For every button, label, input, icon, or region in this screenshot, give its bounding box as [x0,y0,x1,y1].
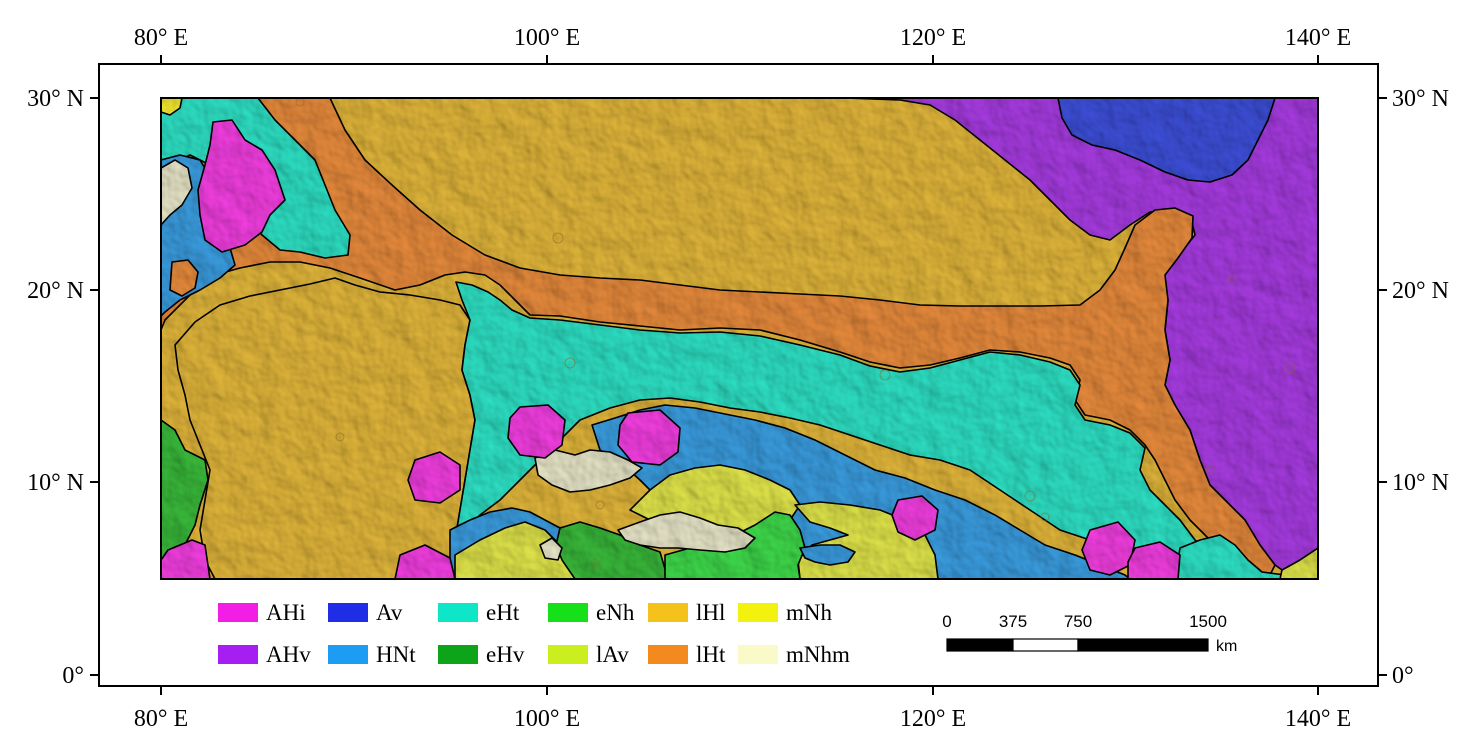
legend: AHi Av eHt eNh lHl mNh AHv HNt eHv lAv lHt mNhm [218,600,850,667]
top-tick-100e: 100° E [514,25,580,51]
map-frame [160,97,1319,580]
crater-rims [295,98,1296,568]
unit-mNhm-south [617,511,756,553]
legend-item-3: eNh [548,600,635,625]
right-tick-0: 0° [1392,663,1414,689]
map-neatline [98,63,1379,687]
left-tick-20n: 20° N [27,278,84,304]
legend-swatch [218,645,258,664]
unit-AHi-crater-3 [407,451,461,504]
left-tick-0: 0° [62,663,84,689]
legend-item-11: mNhm [738,642,850,667]
top-tick-140e: 140° E [1285,25,1351,51]
legend-label: eHt [486,600,520,625]
scale-label-375: 375 [999,612,1027,631]
unit-lAv-southeast-corner [1279,547,1318,579]
legend-label: AHv [266,642,311,667]
scale-label-750: 750 [1064,612,1092,631]
scale-seg-1 [946,638,1014,652]
scale-seg-3 [1077,638,1209,652]
legend-label: lAv [596,642,629,667]
legend-item-2: eHt [438,600,520,625]
unit-mNhm-central [534,449,643,493]
unit-AHi-northwest [197,119,286,253]
unit-AHi-crater-5 [1081,521,1136,576]
bottom-tick-80e: 80° E [134,706,188,732]
scale-unit: km [1216,638,1237,655]
legend-swatch [328,603,368,622]
scale-label-0: 0 [942,612,951,631]
legend-item-6: AHv [218,642,311,667]
legend-swatch [328,645,368,664]
tick-marks [90,55,1387,695]
unit-AHi-crater-2 [617,409,681,466]
legend-item-1: Av [328,600,403,625]
scale-seg-2 [1012,638,1079,652]
legend-swatch [738,603,778,622]
unit-AHi-crater-8 [161,539,211,579]
unit-eHt-southeast [1174,534,1291,579]
right-tick-20n: 20° N [1392,278,1449,304]
unit-mNh-northwest [161,98,183,116]
top-tick-80e: 80° E [134,25,188,51]
scale-label-1500: 1500 [1189,612,1227,631]
unit-AHi-crater-7 [394,544,456,579]
legend-item-8: eHv [438,642,525,667]
bottom-tick-140e: 140° E [1285,706,1351,732]
unit-HNt-east [799,544,856,566]
bottom-tick-100e: 100° E [514,706,580,732]
unit-lHt-northwest-patch [169,259,199,297]
legend-swatch [648,603,688,622]
legend-label: HNt [376,642,416,667]
legend-swatch [648,645,688,664]
legend-label: AHi [266,600,306,625]
legend-item-9: lAv [548,642,629,667]
unit-Av [1057,98,1276,183]
right-tick-30n: 30° N [1392,86,1449,112]
legend-item-4: lHl [648,600,725,625]
unit-mNhm-small [539,537,563,561]
legend-label: lHl [696,600,725,625]
legend-swatch [548,603,588,622]
unit-AHi-crater-4 [891,495,939,541]
bottom-tick-120e: 120° E [900,706,966,732]
unit-AHi-crater-6 [1127,541,1181,579]
scale-bar: 0 375 750 1500 km [942,612,1237,655]
left-tick-10n: 10° N [27,470,84,496]
legend-swatch [738,645,778,664]
top-tick-120e: 120° E [900,25,966,51]
legend-label: eNh [596,600,635,625]
left-tick-30n: 30° N [27,86,84,112]
unit-mNhm-northwest [161,159,193,226]
legend-label: mNhm [786,642,850,667]
legend-item-5: mNh [738,600,833,625]
legend-item-10: lHt [648,642,726,667]
legend-label: eHv [486,642,525,667]
unit-lHl-west [174,277,476,579]
legend-label: mNh [786,600,833,625]
legend-swatch [438,645,478,664]
legend-label: lHt [696,642,726,667]
legend-label: Av [376,600,403,625]
legend-item-0: AHi [218,600,306,625]
legend-item-7: HNt [328,642,416,667]
unit-AHi-crater-1 [507,404,566,459]
legend-swatch [438,603,478,622]
legend-swatch [218,603,258,622]
geologic-units [161,98,1318,579]
legend-swatch [548,645,588,664]
right-tick-10n: 10° N [1392,470,1449,496]
